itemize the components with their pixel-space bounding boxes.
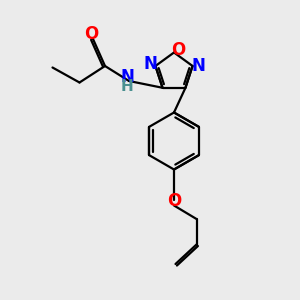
Text: O: O [171,41,186,59]
Text: N: N [143,55,157,73]
Text: O: O [167,192,182,210]
Text: N: N [191,57,205,75]
Text: N: N [121,68,134,86]
Text: O: O [84,25,99,43]
Text: H: H [121,79,134,94]
